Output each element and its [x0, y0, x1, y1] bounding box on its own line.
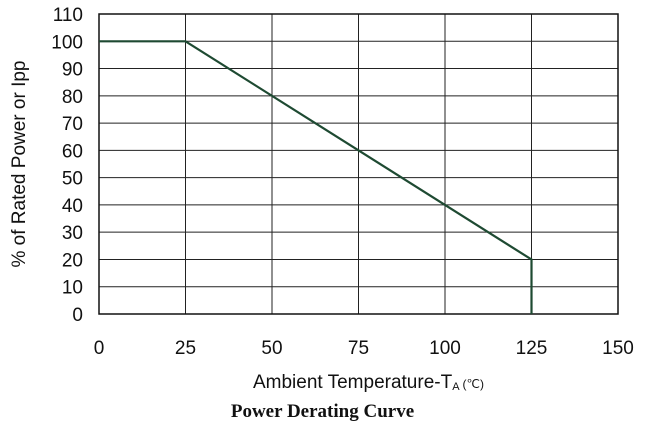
x-tick-labels: 0 25 50 75 100 125 150 [94, 338, 634, 359]
plot-frame [98, 13, 619, 315]
y-tick-label: 70 [62, 114, 83, 135]
y-tick-label: 20 [62, 250, 83, 271]
y-tick-label: 110 [53, 5, 83, 26]
derating-curve-line [99, 40, 533, 314]
x-tick-label: 0 [94, 338, 105, 359]
grid-lines [99, 14, 618, 314]
x-axis-title: Ambient Temperature-TA (℃) [253, 372, 484, 393]
chart-title: Power Derating Curve [230, 401, 415, 422]
derating-chart: 0 25 50 75 100 125 150 0 10 20 30 40 50 60 70 80 90 100 1… [9, 5, 634, 393]
x-tick-label: 50 [261, 338, 282, 359]
y-tick-label: 40 [62, 196, 83, 217]
y-tick-label: 30 [62, 223, 83, 244]
y-tick-label: 100 [51, 32, 83, 53]
x-axis-title-unit: (℃) [463, 377, 484, 391]
x-axis-title-subscript: A [452, 381, 460, 393]
y-tick-label: 60 [62, 141, 83, 162]
x-tick-label: 150 [602, 338, 634, 359]
x-tick-label: 25 [175, 338, 196, 359]
y-tick-label: 80 [62, 87, 83, 108]
y-tick-label: 0 [72, 305, 83, 326]
y-tick-labels: 0 10 20 30 40 50 60 70 80 90 100 110 [51, 5, 83, 326]
y-tick-label: 50 [62, 169, 83, 190]
x-tick-label: 125 [516, 338, 548, 359]
y-tick-label: 90 [62, 60, 83, 81]
x-tick-label: 75 [348, 338, 369, 359]
x-axis-title-main: Ambient Temperature-T [253, 372, 453, 393]
x-tick-label: 100 [429, 338, 461, 359]
y-tick-label: 10 [62, 278, 83, 299]
y-axis-title: % of Rated Power or Ipp [9, 61, 30, 268]
